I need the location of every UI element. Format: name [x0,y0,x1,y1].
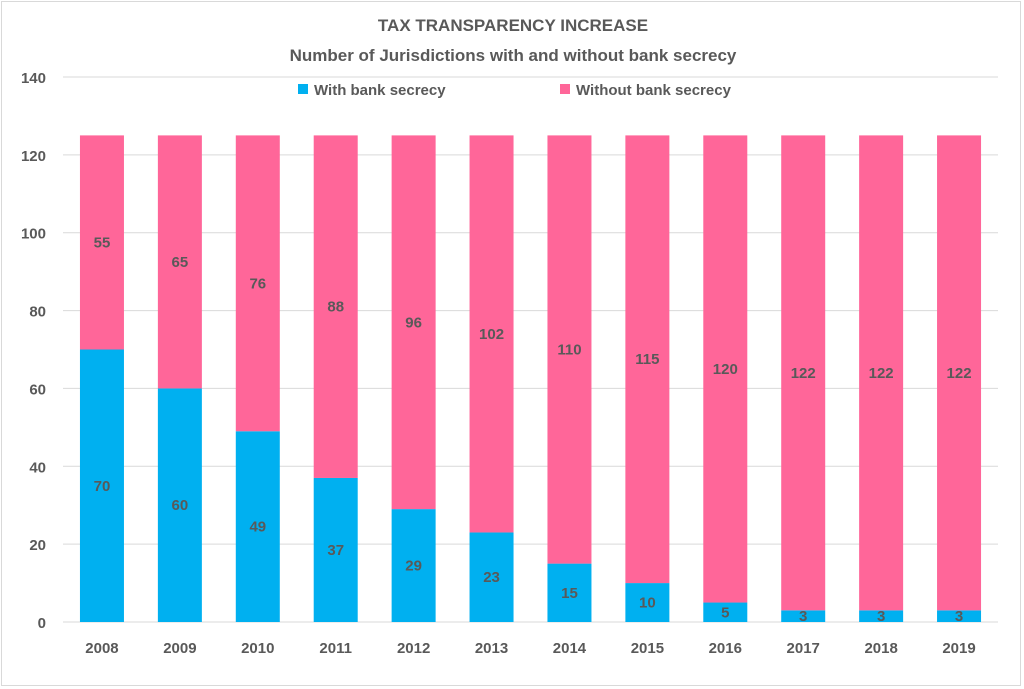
bar-with-secrecy [625,583,670,622]
y-tick-label: 120 [21,148,46,165]
legend-label: Without bank secrecy [576,82,732,99]
y-tick-label: 40 [29,459,46,476]
data-label: 122 [947,365,972,382]
bar-with-secrecy [469,532,514,622]
x-tick-label: 2010 [241,640,274,657]
bar-with-secrecy [157,388,202,622]
y-tick-label: 80 [29,304,46,321]
data-label: 96 [405,314,422,331]
data-label: 3 [799,608,807,625]
bar-without-secrecy [79,135,124,350]
x-tick-label: 2019 [942,640,975,657]
bar-with-secrecy [781,610,826,622]
bar-with-secrecy [79,349,124,622]
bar-with-secrecy [859,610,904,622]
data-label: 37 [327,542,344,559]
data-label: 29 [405,558,422,575]
data-label: 15 [561,585,578,602]
bar-with-secrecy [313,477,358,622]
bar-without-secrecy [157,135,202,389]
x-tick-label: 2015 [631,640,664,657]
data-label: 122 [791,365,816,382]
bar-without-secrecy [781,135,826,611]
y-tick-label: 100 [21,226,46,243]
data-label: 60 [172,497,189,514]
bar-with-secrecy [703,602,748,622]
bar-without-secrecy [547,135,592,564]
data-label: 49 [249,519,266,536]
data-label: 102 [479,326,504,343]
legend-swatch [560,84,570,94]
data-label: 122 [869,365,894,382]
bar-with-secrecy [547,563,592,622]
bar-without-secrecy [625,135,670,584]
data-label: 88 [327,299,344,316]
y-tick-label: 140 [21,70,46,87]
x-tick-label: 2013 [475,640,508,657]
y-tick-label: 0 [38,615,46,632]
data-label: 3 [955,608,963,625]
x-tick-label: 2009 [163,640,196,657]
x-tick-label: 2018 [864,640,897,657]
x-tick-label: 2017 [787,640,820,657]
bar-with-secrecy [391,509,436,622]
data-label: 115 [635,351,659,368]
legend-label: With bank secrecy [314,82,446,99]
bar-without-secrecy [937,135,982,611]
data-label: 70 [94,478,111,495]
data-label: 65 [172,254,189,271]
bar-with-secrecy [937,610,982,622]
data-label: 120 [713,361,738,378]
bar-without-secrecy [469,135,514,533]
data-label: 110 [557,342,581,359]
x-tick-label: 2008 [85,640,118,657]
bar-without-secrecy [313,135,358,478]
bar-without-secrecy [391,135,436,510]
bar-with-secrecy [235,431,280,622]
data-label: 76 [249,275,266,292]
y-tick-label: 60 [29,381,46,398]
data-label: 10 [639,595,656,612]
data-label: 3 [877,608,885,625]
data-label: 55 [94,234,111,251]
x-tick-label: 2014 [553,640,587,657]
x-tick-label: 2011 [319,640,352,657]
chart-title: TAX TRANSPARENCY INCREASE [378,16,648,35]
legend-swatch [298,84,308,94]
x-tick-label: 2012 [397,640,430,657]
x-tick-label: 2016 [709,640,742,657]
y-tick-label: 20 [29,537,46,554]
bar-without-secrecy [703,135,748,603]
chart-subtitle: Number of Jurisdictions with and without… [290,46,737,65]
data-label: 23 [483,569,500,586]
bar-without-secrecy [859,135,904,611]
data-label: 5 [721,604,729,621]
bar-without-secrecy [235,135,280,432]
